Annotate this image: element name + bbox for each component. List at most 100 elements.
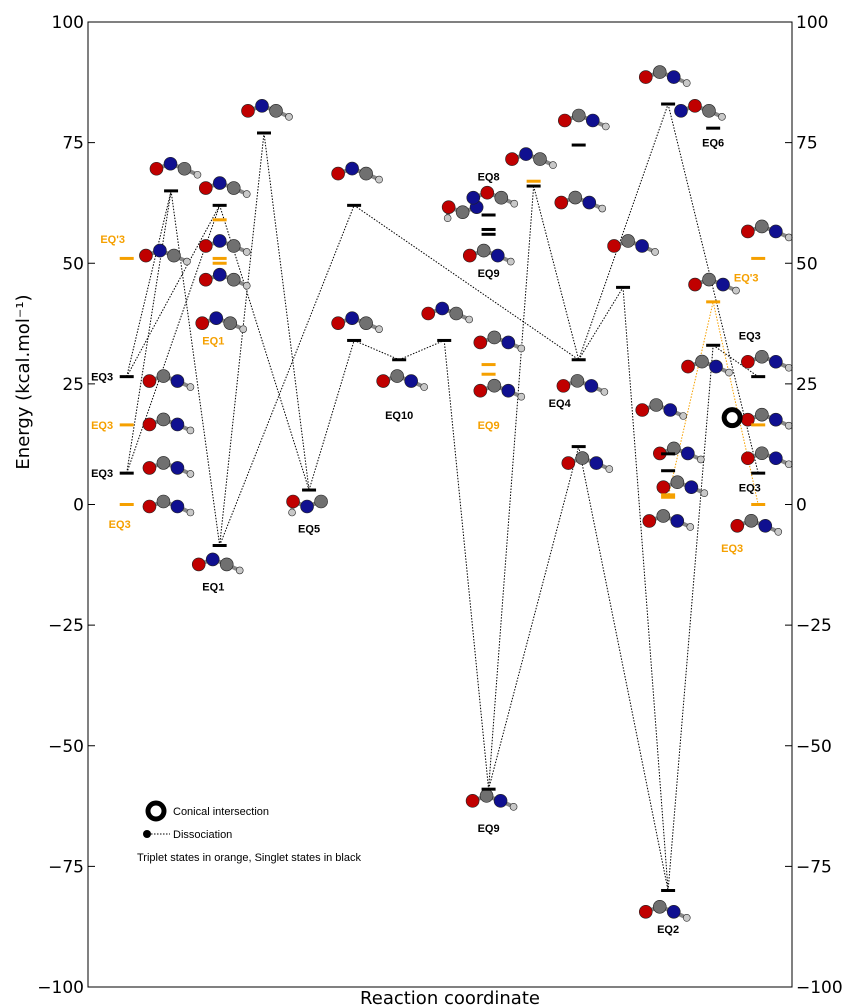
atom-O [635, 403, 650, 417]
atom-N [584, 379, 599, 393]
atom-C [652, 65, 667, 79]
connection-line [126, 205, 221, 474]
molecule-structure [730, 513, 783, 536]
atom-N [769, 224, 783, 239]
y-tick-label-right: −100 [796, 978, 843, 998]
connection-line [488, 186, 535, 790]
atom-H [235, 566, 244, 575]
atom-C [479, 789, 494, 803]
y-tick-label-left: 0 [73, 496, 84, 516]
atom-N [666, 904, 681, 919]
y-tick-label-left: 25 [62, 375, 84, 395]
atom-H [785, 460, 793, 469]
atom-N [666, 70, 681, 84]
atom-C [359, 316, 373, 330]
atom-O [638, 904, 653, 919]
atom-H [774, 527, 783, 536]
atom-N [519, 147, 533, 161]
level-label: EQ3 [109, 519, 131, 531]
y-tick-label-left: −100 [37, 978, 84, 998]
atom-N [170, 374, 185, 388]
legend-dissociation-icon [143, 830, 151, 838]
molecule-structure [557, 108, 610, 131]
level-label: EQ'3 [100, 234, 125, 246]
connection-line [126, 190, 172, 474]
connection-lines [126, 103, 759, 891]
connection-line [170, 190, 221, 546]
y-tick-label-right: 75 [796, 134, 818, 154]
atom-H [465, 315, 474, 324]
molecule-structure [142, 369, 195, 391]
atom-C [744, 513, 759, 528]
level-label: EQ2 [657, 924, 679, 936]
atom-N [170, 417, 185, 432]
atom-N [209, 311, 224, 325]
level-label: EQ1 [202, 582, 224, 594]
molecule-structure [198, 267, 251, 290]
atom-C [156, 456, 171, 470]
atom-O [198, 181, 213, 195]
atom-N [212, 234, 227, 248]
atom-O [556, 379, 571, 393]
atom-H [506, 257, 515, 266]
atom-O [462, 248, 477, 263]
atom-N [493, 794, 508, 808]
atom-C [314, 494, 328, 509]
atom-H [186, 508, 195, 517]
connection-line [443, 340, 490, 790]
y-tick-label-left: 50 [62, 254, 84, 274]
atom-H [598, 204, 607, 213]
molecule-structure [462, 243, 515, 266]
atom-O [142, 461, 157, 475]
level-labels: EQ3 EQ3 EQ3 EQ3 EQ'3 EQ1 EQ1 EQ5 EQ10 EQ8 EQ9 EQ9 EQ… [91, 138, 761, 936]
molecule-structure [473, 330, 526, 353]
atom-H [732, 286, 740, 295]
molecule-structure [607, 234, 659, 256]
molecule-structure [635, 398, 688, 420]
atom-H [679, 412, 688, 420]
connection-line [622, 287, 669, 891]
atom-N [255, 99, 269, 113]
y-tick-label-right: 50 [796, 254, 818, 274]
atom-N [345, 161, 359, 176]
connection-line [219, 132, 265, 546]
atom-C [702, 272, 716, 287]
level-label: EQ8 [478, 171, 500, 183]
legend-conical-intersection-icon [145, 800, 167, 822]
atom-C [670, 475, 685, 490]
atom-O [505, 152, 519, 166]
energy-levels [119, 102, 766, 892]
atom-O [191, 557, 206, 572]
molecule-structure [149, 156, 202, 179]
connection-line [353, 339, 400, 361]
connection-line [126, 190, 172, 377]
atom-H [682, 79, 691, 87]
atom-N [466, 190, 481, 205]
atom-O [441, 200, 456, 214]
atom-N [585, 113, 600, 128]
atom-N [674, 104, 688, 118]
conical-intersection-icon [721, 407, 743, 429]
atom-N [153, 243, 167, 258]
atom-O [142, 499, 157, 514]
molecule-structure [465, 789, 518, 811]
atom-H [510, 199, 519, 208]
molecule-structure [638, 65, 691, 87]
atom-N [582, 195, 597, 210]
atom-N [300, 499, 314, 514]
atom-O [149, 161, 164, 176]
atom-N [170, 461, 185, 475]
atom-N [769, 354, 783, 369]
atom-O [642, 514, 657, 528]
atom-C [359, 166, 373, 181]
atom-O [421, 306, 436, 321]
atom-O [331, 316, 345, 330]
molecule-structure [142, 412, 195, 435]
atom-H [443, 214, 452, 222]
atom-N [589, 456, 604, 470]
connection-line [126, 205, 221, 377]
atom-O [741, 354, 755, 369]
molecule-structure [505, 147, 557, 169]
legend-dissociation-label: Dissociation [173, 829, 232, 841]
